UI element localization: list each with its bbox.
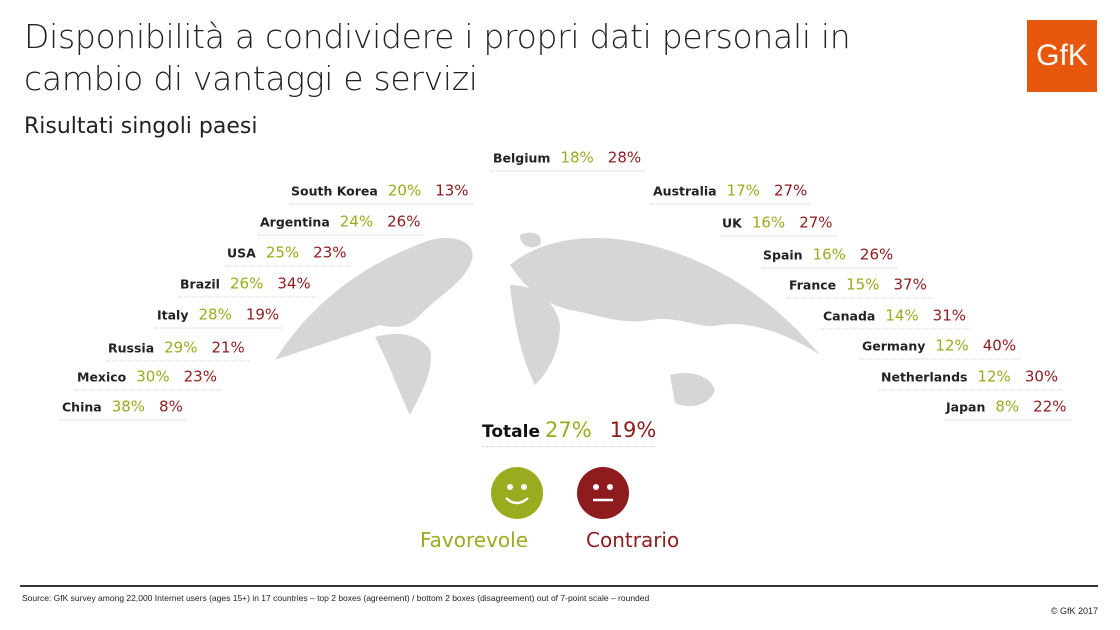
favorable-value: 30% [136,367,170,386]
subtitle: Risultati singoli paesi [24,114,258,139]
country-name: Japan [946,399,986,415]
country-row-spain: Spain 16% 26% [761,245,898,269]
favorable-value: 26% [229,274,264,293]
total-row: Totale 27% 19% [482,418,657,447]
source-note: Source: GfK survey among 22,000 Internet… [22,593,650,603]
contrary-value: 34% [277,274,311,293]
contrary-value: 19% [245,305,280,324]
favorable-value: 24% [339,212,374,231]
contrary-value: 40% [982,336,1017,355]
favorable-value: 15% [846,275,880,294]
footer-divider [20,585,1098,587]
country-name: Italy [157,307,189,323]
country-row-mexico: Mexico 30% 23% [75,368,221,391]
contrary-value: 26% [387,212,421,231]
country-name: Netherlands [881,369,968,385]
legend-favorable: Favorevole [420,528,529,552]
smiley-happy-icon [491,467,543,519]
country-name: South Korea [291,183,378,199]
favorable-value: 12% [935,336,969,355]
country-name: Mexico [77,369,127,385]
favorable-value: 28% [198,305,232,324]
contrary-value: 21% [211,338,245,357]
total-label: Totale [482,422,540,442]
favorable-value: 38% [111,397,146,416]
country-row-australia: Australia 17% 27% [651,181,812,205]
country-row-belgium: Belgium 18% 28% [491,148,646,172]
country-row-argentina: Argentina 24% 26% [258,212,425,236]
country-name: China [62,399,102,415]
favorable-value: 25% [265,243,300,262]
country-name: Argentina [260,214,330,230]
contrary-value: 37% [893,275,927,294]
country-row-germany: Germany 12% 40% [860,336,1021,360]
favorable-value: 29% [164,338,198,357]
country-row-usa: USA 25% 23% [225,244,351,267]
contrary-value: 31% [932,306,967,325]
favorable-value: 17% [726,181,760,200]
favorable-value: 8% [995,397,1020,416]
copyright: © GfK 2017 [1050,606,1098,616]
contrary-value: 27% [773,181,808,200]
country-name: Germany [862,338,926,354]
total-contrary: 19% [609,418,657,442]
page-title: Disponibilità a condividere i propri dat… [24,17,851,98]
country-name: Australia [653,183,717,199]
contrary-value: 13% [435,181,469,200]
country-name: Belgium [493,150,551,166]
favorable-value: 18% [560,148,594,167]
country-name: USA [227,245,256,261]
country-name: Spain [763,247,803,263]
contrary-value: 23% [313,243,347,262]
contrary-value: 28% [607,148,642,167]
country-row-brazil: Brazil 26% 34% [178,275,315,298]
world-map [275,232,820,415]
country-row-uk: UK 16% 27% [720,214,837,237]
contrary-value: 27% [799,213,833,232]
contrary-value: 26% [859,245,894,264]
total-favorable: 27% [544,418,592,442]
contrary-value: 22% [1033,397,1067,416]
legend-contrary: Contrario [586,528,680,552]
country-row-canada: Canada 14% 31% [821,306,971,330]
country-name: Russia [108,340,155,356]
gfk-logo: GfK [1027,20,1097,92]
favorable-value: 16% [812,245,846,264]
country-row-japan: Japan 8% 22% [944,398,1071,421]
country-name: UK [722,215,742,231]
country-name: Canada [823,308,876,324]
country-row-south-korea: South Korea 20% 13% [289,182,473,205]
contrary-value: 30% [1024,367,1059,386]
country-row-france: France 15% 37% [787,276,931,299]
favorable-value: 16% [751,213,786,232]
country-row-italy: Italy 28% 19% [155,305,284,329]
country-name: Brazil [180,276,220,292]
country-row-russia: Russia 29% 21% [106,339,249,362]
favorable-value: 12% [977,367,1011,386]
contrary-value: 8% [159,397,183,416]
contrary-value: 23% [183,367,217,386]
country-name: France [789,277,837,293]
country-row-netherlands: Netherlands 12% 30% [879,367,1063,391]
country-row-china: China 38% 8% [60,398,187,421]
favorable-value: 14% [885,306,919,325]
smiley-neutral-icon [577,467,629,519]
favorable-value: 20% [387,181,422,200]
